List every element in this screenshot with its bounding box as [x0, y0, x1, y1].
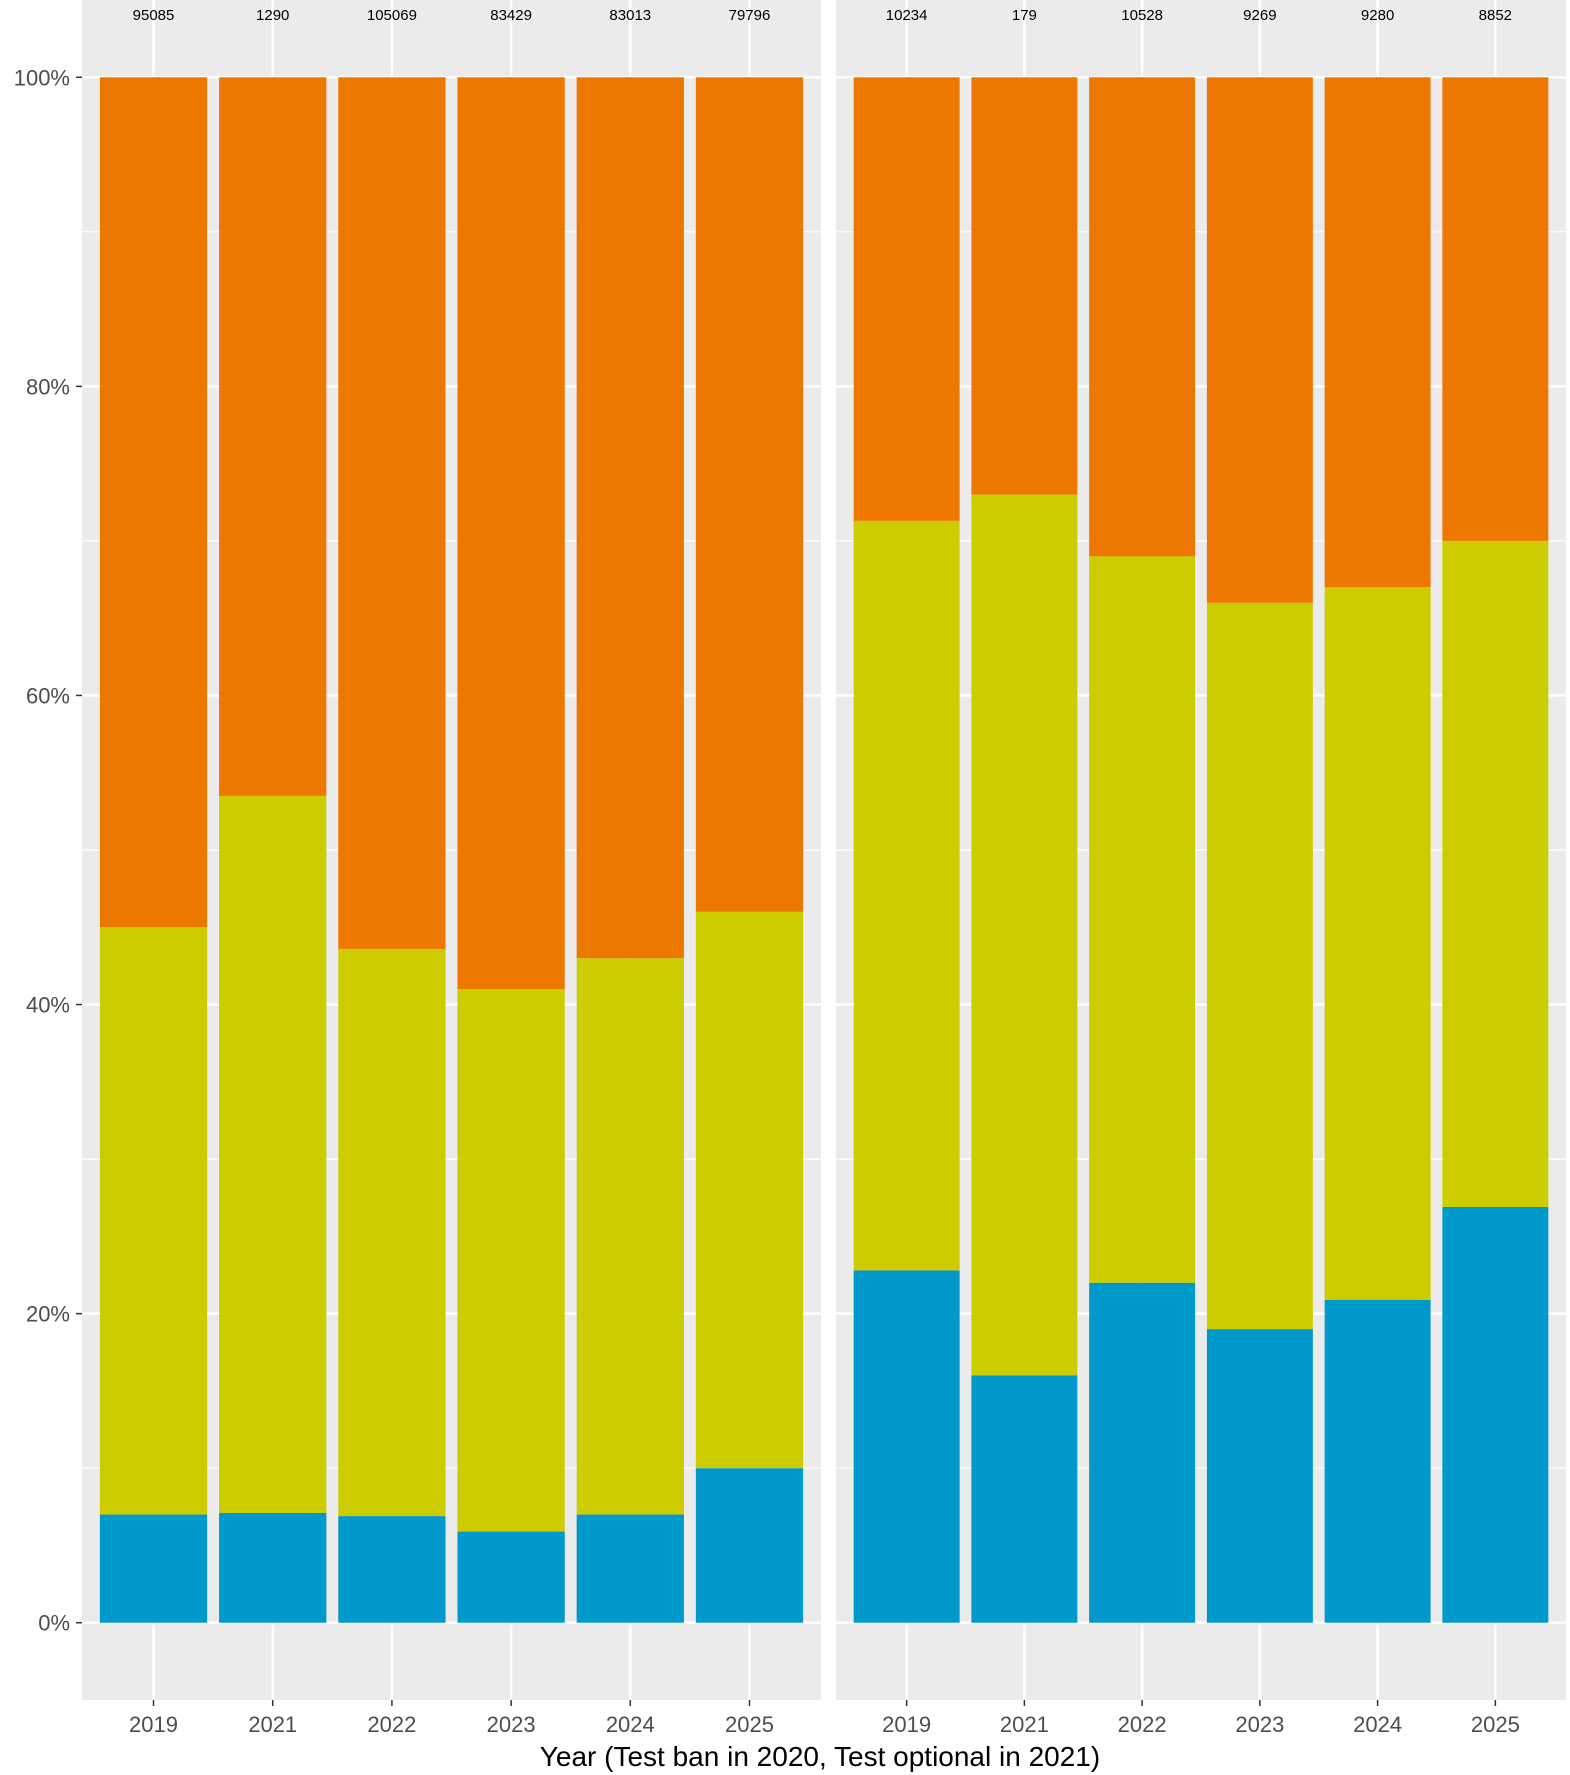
bar-segment-yellow-2021 [971, 494, 1078, 1376]
bar-segment-orange-2025 [695, 77, 804, 912]
panel-2: 10234 179 10528 9269 9280 8852 2019 2021 2022 202… [836, 0, 1566, 1737]
bar-segment-orange-2019 [853, 77, 960, 521]
x-tick-label: 2019 [882, 1712, 931, 1737]
x-tick-label: 2023 [1235, 1712, 1284, 1737]
x-tick-label: 2023 [487, 1712, 536, 1737]
bar-segment-blue-2025 [1442, 1207, 1549, 1623]
bar-segment-blue-2022 [338, 1516, 446, 1623]
bar-segment-blue-2023 [457, 1531, 565, 1623]
bar-segment-yellow-2019 [99, 927, 208, 1515]
bar-segment-orange-2024 [1324, 77, 1431, 588]
x-tick-label: 2019 [129, 1712, 178, 1737]
bar-segment-orange-2025 [1442, 77, 1549, 541]
y-axis: 0% 20% 40% 60% 80% 100% [14, 65, 82, 1636]
panel-1: 95085 1290 105069 83429 83013 79796 2019 2021 20… [82, 0, 821, 1737]
bar-segment-blue-2019 [853, 1270, 960, 1623]
bar-segment-blue-2021 [971, 1375, 1078, 1623]
count-label: 1290 [256, 7, 289, 24]
bar-segment-blue-2022 [1089, 1282, 1196, 1623]
bar-segment-blue-2024 [1324, 1299, 1431, 1623]
count-label: 179 [1012, 7, 1037, 24]
bar-segment-orange-2024 [576, 77, 684, 959]
bar-segment-yellow-2025 [695, 911, 804, 1469]
x-tick-label: 2025 [1471, 1712, 1520, 1737]
panels-layer: 95085 1290 105069 83429 83013 79796 2019 2021 20… [82, 0, 1566, 1737]
bar-segment-yellow-2019 [853, 520, 960, 1271]
count-label: 10528 [1121, 7, 1163, 24]
bar-segment-orange-2021 [219, 77, 327, 796]
bar-segment-yellow-2024 [576, 958, 684, 1515]
x-axis-title: Year (Test ban in 2020, Test optional in… [540, 1741, 1100, 1772]
count-label: 10234 [886, 7, 928, 24]
y-tick-label: 80% [26, 374, 70, 399]
bar-segment-yellow-2024 [1324, 587, 1431, 1300]
bar-segment-blue-2025 [695, 1468, 804, 1623]
bar-segment-yellow-2021 [219, 795, 327, 1513]
y-tick-label: 40% [26, 993, 70, 1018]
bar-segment-blue-2021 [219, 1513, 327, 1623]
bar-segment-yellow-2023 [457, 989, 565, 1532]
bar-segment-orange-2023 [457, 77, 565, 990]
x-tick-label: 2021 [1000, 1712, 1049, 1737]
bar-segment-yellow-2023 [1206, 602, 1313, 1330]
bar-segment-blue-2024 [576, 1514, 684, 1623]
count-label: 79796 [729, 7, 771, 24]
bar-segment-orange-2021 [971, 77, 1078, 495]
x-tick-label: 2022 [367, 1712, 416, 1737]
bar-segment-yellow-2022 [338, 948, 446, 1517]
y-tick-label: 20% [26, 1302, 70, 1327]
bar-segment-orange-2022 [338, 77, 446, 949]
count-label: 8852 [1479, 7, 1512, 24]
count-label: 95085 [133, 7, 175, 24]
bar-segment-orange-2019 [99, 77, 208, 928]
bar-segment-yellow-2022 [1089, 556, 1196, 1283]
count-label: 9280 [1361, 7, 1394, 24]
bar-segment-yellow-2025 [1442, 540, 1549, 1207]
y-tick-label: 0% [38, 1611, 70, 1636]
y-tick-label: 100% [14, 65, 70, 90]
x-tick-label: 2022 [1118, 1712, 1167, 1737]
bar-segment-blue-2023 [1206, 1329, 1313, 1623]
count-label: 9269 [1243, 7, 1276, 24]
y-tick-label: 60% [26, 683, 70, 708]
bar-segment-orange-2023 [1206, 77, 1313, 603]
x-tick-label: 2021 [248, 1712, 297, 1737]
count-label: 83429 [490, 7, 532, 24]
x-tick-label: 2024 [606, 1712, 655, 1737]
count-label: 105069 [367, 7, 417, 24]
bar-segment-blue-2019 [99, 1514, 208, 1623]
bar-segment-orange-2022 [1089, 77, 1196, 557]
x-tick-label: 2024 [1353, 1712, 1402, 1737]
count-label: 83013 [609, 7, 651, 24]
x-tick-label: 2025 [725, 1712, 774, 1737]
